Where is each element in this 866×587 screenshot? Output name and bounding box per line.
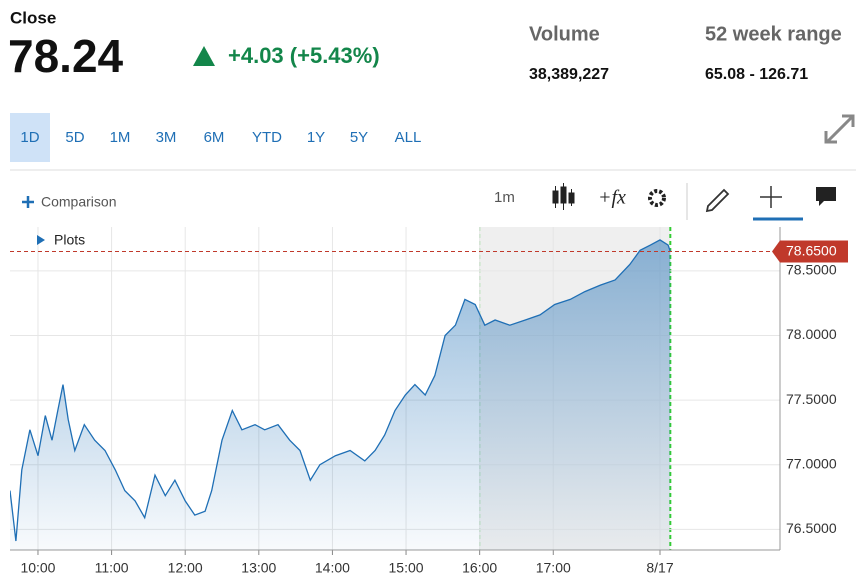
expand-icon[interactable]: [824, 114, 855, 144]
y-tick-label: 76.5000: [786, 520, 837, 536]
close-label: Close: [10, 8, 56, 27]
x-tick-label: 15:00: [389, 560, 424, 576]
y-tick-label: 77.0000: [786, 455, 837, 471]
range: 65.08 - 126.71: [705, 66, 808, 83]
x-tick-label: 17:00: [536, 560, 571, 576]
range-tab[interactable]: ALL: [395, 129, 422, 146]
x-tick-label: 12:00: [168, 560, 203, 576]
up-arrow: [193, 46, 215, 66]
x-tick-label: 8/17: [646, 560, 673, 576]
draw-icon[interactable]: [705, 188, 730, 213]
range-tab[interactable]: YTD: [252, 129, 282, 146]
range-tab[interactable]: 1Y: [307, 129, 325, 146]
active-tab-bg: [10, 113, 50, 162]
x-tick-label: 10:00: [20, 560, 55, 576]
y-tick-label: 77.5000: [786, 391, 837, 407]
range-tab[interactable]: 1D: [20, 129, 39, 146]
y-tick-label: 78.0000: [786, 326, 837, 342]
price-line: [10, 239, 671, 542]
range-tab[interactable]: 6M: [204, 129, 225, 146]
range-tabs: 1D 5D 1M 3M 6M YTD 1Y 5Y ALL: [20, 129, 421, 146]
header: Close 78.24 +4.03 (+5.43%) Volume 38,389…: [8, 8, 842, 83]
plots-toggle[interactable]: Plots: [37, 232, 85, 248]
crosshair-icon[interactable]: [760, 186, 782, 208]
x-tick-label: 11:00: [95, 560, 129, 576]
studies-icon[interactable]: +fx: [598, 187, 626, 209]
area-fill: [10, 239, 671, 550]
x-tick-label: 16:00: [462, 560, 497, 576]
volume: 38,389,227: [529, 66, 609, 83]
range-tab[interactable]: 3M: [156, 129, 177, 146]
y-tick-label: 78.5000: [786, 262, 837, 278]
price: 78.24: [8, 30, 124, 82]
plot: 76.5000 77.0000 77.5000 78.0000 78.5000 10:00…: [10, 227, 848, 576]
comment-icon[interactable]: [816, 187, 836, 206]
comparison-button[interactable]: Comparison: [22, 194, 116, 210]
last-price-tag: [772, 240, 848, 263]
plots-label: Plots: [54, 232, 85, 248]
range-tab[interactable]: 5D: [65, 129, 84, 146]
comparison-label: Comparison: [41, 194, 116, 210]
range-label: 52 week range: [705, 23, 842, 45]
candles-icon[interactable]: [552, 183, 575, 210]
x-tick-label: 13:00: [241, 560, 276, 576]
range-tab[interactable]: 5Y: [350, 129, 368, 146]
price-change: +4.03 (+5.43%): [228, 43, 380, 68]
range-tab[interactable]: 1M: [110, 129, 131, 146]
settings-icon[interactable]: [648, 189, 666, 207]
volume-label: Volume: [529, 23, 600, 45]
interval[interactable]: 1m: [494, 189, 515, 206]
x-tick-label: 14:00: [315, 560, 350, 576]
last-price-label: 78.6500: [786, 242, 837, 258]
